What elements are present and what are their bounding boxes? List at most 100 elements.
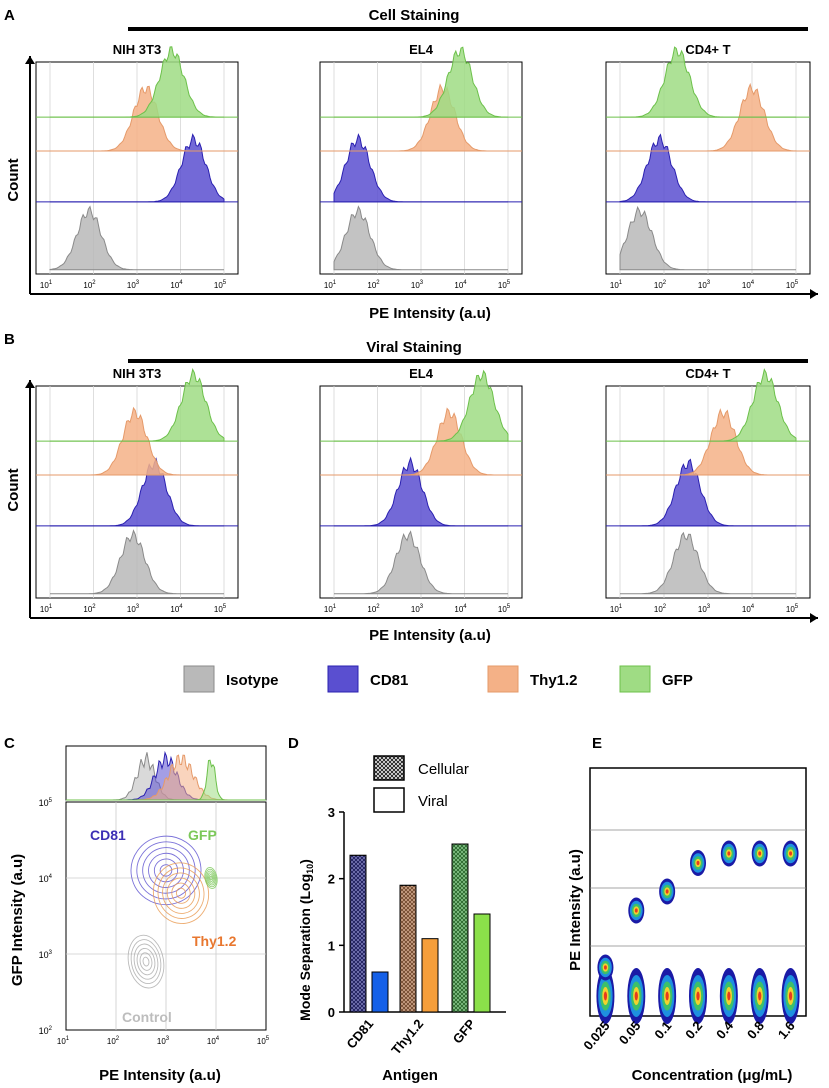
- contour-gfp: [207, 872, 215, 884]
- contour-thy12: [157, 867, 205, 919]
- legend-label: GFP: [662, 672, 693, 689]
- x-tick-label: Thy1.2: [388, 1016, 426, 1057]
- contour-thy12: [171, 882, 191, 904]
- legend-label-viral: Viral: [418, 793, 448, 810]
- tick-label: 103: [411, 280, 424, 290]
- contour-cd81: [142, 847, 190, 894]
- panel-d-legend: Cellular Viral: [373, 755, 469, 813]
- histogram-gfp: [620, 46, 796, 118]
- tick-label: 105: [214, 604, 227, 614]
- tick-label: 104: [170, 280, 183, 290]
- tick-label: 102: [367, 280, 380, 290]
- legend-label: CD81: [370, 672, 408, 689]
- x-tick-label: 105: [257, 1036, 270, 1046]
- x-tick-label: 102: [107, 1036, 120, 1046]
- legend-swatch: [183, 665, 215, 693]
- contour-control: [133, 943, 159, 980]
- tick-label: 105: [214, 280, 227, 290]
- tick-label: 104: [454, 604, 467, 614]
- density-peak: [696, 860, 700, 866]
- density-peak: [634, 991, 638, 1001]
- panel-d-letter: D: [288, 735, 299, 752]
- panel-c-ylabel: GFP Intensity (a.u): [9, 854, 26, 986]
- tick-label: 102: [654, 604, 667, 614]
- contour-thy12: [166, 877, 196, 909]
- panel-c-top-histogram: [65, 745, 267, 801]
- x-tick-label: 101: [57, 1036, 70, 1046]
- tick-label: 102: [654, 280, 667, 290]
- histogram-isotype: [620, 531, 796, 595]
- panel-b-ylabel: Count: [5, 468, 22, 511]
- scatter-cluster-uncoated: [719, 968, 738, 1024]
- panel-c-xlabel: PE Intensity (a.u): [99, 1067, 221, 1084]
- tick-label: 104: [170, 604, 183, 614]
- histogram-gfp: [334, 46, 508, 118]
- density-peak: [696, 991, 700, 1001]
- tick-label: 105: [786, 280, 799, 290]
- contour-gfp: [209, 875, 213, 881]
- histogram-gfp: [620, 368, 797, 442]
- panel-b-subplot-0: 101 102 103 104 105 NIH 3T3: [35, 366, 239, 614]
- histogram-isotype: [50, 529, 224, 595]
- histogram-thy12: [620, 82, 797, 152]
- histogram-gfp: [334, 369, 509, 442]
- y-tick-label: 102: [39, 1026, 53, 1036]
- panel-c-letter: C: [4, 735, 15, 752]
- panel-a-title: Cell Staining: [369, 7, 460, 24]
- y-tick-label: 3: [328, 805, 335, 820]
- legend-swatch-viral: [373, 787, 405, 813]
- tick-label: 103: [698, 604, 711, 614]
- panel-a-letter: A: [4, 7, 15, 24]
- contour-control: [139, 952, 153, 971]
- scatter-cluster-coated: [720, 840, 737, 867]
- contour-cd81: [136, 841, 196, 900]
- tick-label: 101: [610, 604, 623, 614]
- scatter-cluster-coated: [782, 840, 799, 867]
- panel-d: Cellular Viral 0 1 2 3 CD81 Thy1.2 GFP: [328, 755, 506, 1057]
- histogram-gfp: [50, 368, 225, 442]
- label-control: Control: [122, 1009, 172, 1025]
- tick-label: 101: [324, 604, 337, 614]
- subplot-title: CD4+ T: [685, 42, 730, 57]
- tick-label: 102: [83, 604, 96, 614]
- bar-viral-cd81: [371, 971, 389, 1013]
- histogram-thy12: [334, 407, 508, 476]
- panel-c-contour-plot: 101 102 103 104 105 105 104 103 102 CD81 GFP Thy1.2…: [39, 798, 270, 1046]
- contour-thy12: [162, 872, 200, 914]
- y-tick-label: 105: [39, 798, 53, 808]
- x-tick-label: 103: [157, 1036, 170, 1046]
- panel-a-ylabel: Count: [5, 158, 22, 201]
- y-tick-label: 0: [328, 1005, 335, 1020]
- density-peak: [758, 851, 762, 856]
- x-tick-label: 0.4: [713, 1018, 737, 1042]
- density-peak: [727, 991, 731, 1001]
- histogram-isotype: [334, 530, 508, 595]
- contour-thy12: [152, 862, 210, 924]
- scatter-cluster-uncoated: [689, 968, 707, 1024]
- density-peak: [634, 908, 638, 913]
- scatter-cluster-uncoated: [627, 968, 646, 1024]
- legend-item-isotype: Isotype: [183, 665, 279, 693]
- panel-d-xlabel: Antigen: [382, 1067, 438, 1084]
- bar-viral-thy12: [421, 938, 439, 1013]
- scatter-cluster-uncoated: [596, 968, 615, 1024]
- density-peak: [665, 889, 669, 894]
- panel-a-subplot-0: 101 102 103 104 105 NIH 3T3: [35, 42, 239, 290]
- histogram-thy12: [334, 83, 508, 152]
- x-tick-label: CD81: [343, 1016, 376, 1051]
- legend-swatch: [619, 665, 651, 693]
- x-arrow: [810, 289, 818, 299]
- contour-control: [130, 939, 162, 985]
- legend-swatch-cellular: [373, 755, 405, 781]
- panel-b-xlabel: PE Intensity (a.u): [369, 627, 491, 644]
- tick-label: 105: [786, 604, 799, 614]
- y-tick-label: 103: [39, 950, 53, 960]
- contour-gfp: [205, 868, 217, 888]
- panel-b-subplot-2: 101 102 103 104 105 CD4+ T: [605, 366, 811, 614]
- panel-b-subplot-1: 101 102 103 104 105 EL4: [319, 366, 523, 614]
- x-tick-label: 0.2: [682, 1018, 705, 1041]
- scatter-cluster-coated: [628, 897, 645, 924]
- tick-label: 103: [411, 604, 424, 614]
- scatter-cluster-coated: [597, 954, 614, 981]
